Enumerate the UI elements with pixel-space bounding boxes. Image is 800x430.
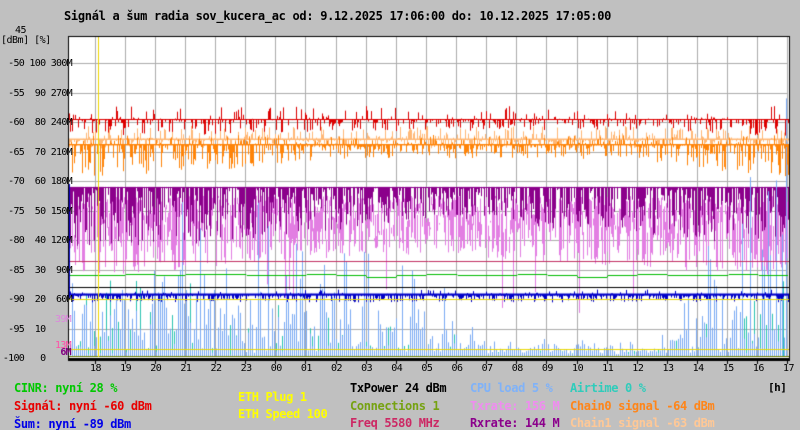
legend-connections: Connections 1 xyxy=(350,399,440,413)
legend-chain1: Chain1 signal -63 dBm xyxy=(570,416,715,430)
x-hour-label: 02 xyxy=(331,363,343,374)
left-axis-row: -85 30 90M xyxy=(2,264,73,276)
x-hour-label: 23 xyxy=(240,363,253,374)
left-axis-row: -65 70 210M xyxy=(2,146,73,158)
left-axis-row: -55 90 270M xyxy=(2,87,73,99)
x-hour-label: 00 xyxy=(270,363,283,374)
x-hour-label: 19 xyxy=(120,363,132,374)
rate-axis-label: 13M xyxy=(55,339,72,351)
legend-chain0: Chain0 signal -64 dBm xyxy=(570,399,715,413)
x-hour-label: 04 xyxy=(391,363,403,374)
hour-unit-label: [h] xyxy=(768,381,787,394)
left-axis-row: -75 50 150M xyxy=(2,205,73,217)
legend-signal: Signál: nyní -60 dBm xyxy=(14,399,152,413)
rate-axis-label: 6M xyxy=(60,346,71,358)
x-hour-label: 16 xyxy=(752,363,765,374)
legend-freq: Freq 5580 MHz xyxy=(350,416,440,430)
legend-noise: Šum: nyní -89 dBm xyxy=(14,417,131,430)
x-hour-label: 20 xyxy=(150,363,162,374)
legend-txpower: TxPower 24 dBm xyxy=(350,381,447,395)
left-axis-row: -95 10 xyxy=(2,323,72,335)
legend-eth_plug: ETH Plug 1 xyxy=(238,390,307,404)
x-hour-label: 11 xyxy=(602,363,614,374)
left-axis-row: -50 100 300M xyxy=(2,58,73,69)
left-axis-row: -100 0 xyxy=(2,353,72,364)
x-hour-label: 01 xyxy=(300,363,313,374)
x-hour-label: 07 xyxy=(481,363,494,374)
legend-cinr: CINR: nyní 28 % xyxy=(14,381,118,395)
axis-top-value: 45 xyxy=(15,25,27,36)
x-hour-label: 12 xyxy=(632,363,644,374)
x-hour-label: 03 xyxy=(361,363,373,374)
legend-airtime: Airtime 0 % xyxy=(570,381,646,395)
x-hour-label: 08 xyxy=(511,363,524,374)
left-axis-row: -90 20 60M xyxy=(2,294,73,305)
legend-cpu: CPU load 5 % xyxy=(470,381,553,395)
x-hour-label: 13 xyxy=(662,363,674,374)
x-hour-label: 14 xyxy=(692,363,705,374)
x-hour-label: 09 xyxy=(541,363,554,374)
x-hour-label: 10 xyxy=(572,363,584,374)
x-hour-label: 06 xyxy=(451,363,464,374)
legend-rxrate: Rxrate: 144 M xyxy=(470,416,560,430)
x-hour-label: 22 xyxy=(210,363,222,374)
rate-axis-label: 39M xyxy=(55,314,72,326)
left-axis-row: -80 40 120M xyxy=(2,235,73,246)
x-hour-label: 17 xyxy=(782,363,795,374)
x-hour-label: 05 xyxy=(421,363,433,374)
x-hour-label: 15 xyxy=(722,363,735,374)
x-hour-label: 18 xyxy=(89,363,102,374)
left-axis-row: -70 60 180M xyxy=(2,176,73,187)
legend-txrate: Txrate: 156 M xyxy=(470,399,560,413)
legend-eth_speed: ETH Speed 100 xyxy=(238,407,328,421)
left-axis-row: -60 80 240M xyxy=(2,117,73,128)
chart-title: Signál a šum radia sov_kucera_ac od: 9.1… xyxy=(64,9,612,23)
x-hour-label: 21 xyxy=(180,363,192,374)
axis-unit-label: [dBm] [%] xyxy=(1,35,51,46)
